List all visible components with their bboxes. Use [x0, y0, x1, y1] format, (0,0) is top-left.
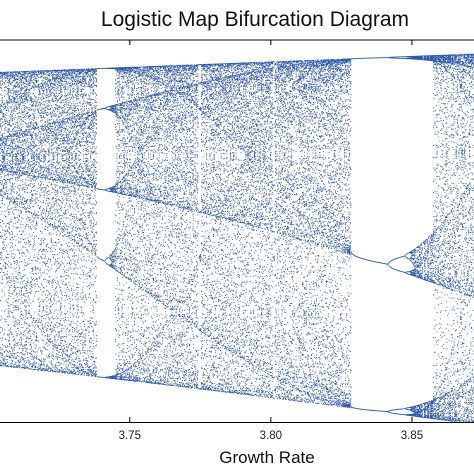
x-tick-label: 3.85: [401, 430, 423, 442]
x-tick-label: 3.80: [260, 430, 282, 442]
chart-title: Logistic Map Bifurcation Diagram: [101, 8, 409, 31]
x-tick-label: 3.75: [119, 430, 141, 442]
data-points: [0, 53, 474, 423]
x-axis-ticks: 3.75 3.80 3.85: [119, 40, 423, 442]
bifurcation-points: [0, 53, 474, 423]
x-axis-label: Growth Rate: [219, 448, 314, 467]
